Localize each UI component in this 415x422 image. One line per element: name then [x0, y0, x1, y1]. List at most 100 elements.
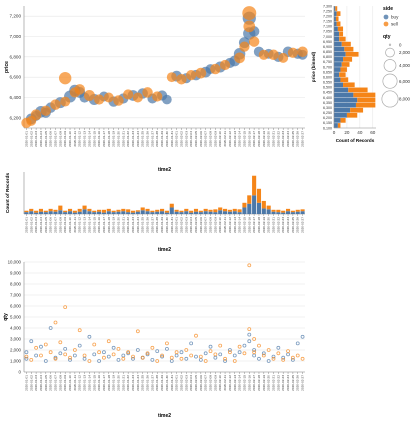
qty-x-tick-label: 2020-01-07	[53, 375, 57, 391]
qty-point-sell	[77, 328, 82, 333]
count-x-tick-label: 2020-02-16	[247, 217, 251, 233]
price-x-tick-label: 2020-01-01	[24, 131, 28, 147]
count-bar-buy	[285, 211, 291, 214]
legend-side-title: side	[383, 6, 393, 12]
qty-x-tick-label: 2020-01-12	[78, 375, 82, 391]
count-bar-buy	[121, 211, 126, 214]
hist-bar-buy	[334, 21, 337, 27]
qty-point-sell	[63, 352, 68, 357]
price-x-tick-label: 2020-01-17	[102, 131, 106, 147]
count-bar-buy	[43, 212, 48, 214]
hist-x-axis-title: Count of Records	[336, 138, 375, 143]
qty-point-buy	[252, 348, 257, 352]
count-bar-sell	[87, 208, 92, 212]
price-point-sell	[74, 84, 85, 95]
price-x-tick-label: 2020-01-19	[112, 131, 116, 147]
qty-x-tick-label: 2020-01-21	[121, 375, 125, 391]
qty-x-tick-label: 2020-02-05	[194, 375, 198, 391]
count-x-tick-label: 2020-01-19	[112, 217, 116, 233]
count-bar-sell	[82, 205, 87, 210]
qty-point-buy	[58, 351, 63, 356]
count-x-tick-label: 2020-01-05	[44, 217, 48, 233]
price-x-tick-label: 2020-01-07	[53, 131, 57, 147]
count-x-tick-label: 2020-01-28	[155, 217, 159, 233]
count-bar-sell	[121, 208, 126, 212]
qty-x-tick-label: 2020-02-20	[267, 375, 271, 391]
hist-bar-sell	[340, 67, 347, 72]
price-point-sell	[58, 71, 72, 85]
qty-point-sell	[160, 353, 164, 358]
qty-point-sell	[174, 350, 179, 355]
hist-bar-sell	[335, 6, 338, 11]
price-point-sell	[248, 36, 260, 47]
count-bar-buy	[300, 211, 305, 214]
price-y-tick-label: 6,800	[10, 54, 22, 59]
hist-bar-buy	[334, 72, 340, 77]
hist-bar-buy	[334, 31, 340, 37]
qty-point-sell	[126, 350, 131, 355]
qty-point-buy	[266, 359, 271, 363]
qty-point-buy	[131, 356, 135, 361]
hist-bar-buy	[334, 62, 342, 67]
count-bar-buy	[87, 211, 92, 214]
qty-point-sell	[252, 350, 257, 355]
qty-point-sell	[63, 305, 68, 310]
qty-x-tick-label: 2020-01-19	[112, 375, 116, 391]
qty-point-buy	[97, 359, 101, 363]
qty-point-buy	[72, 353, 77, 358]
qty-x-tick-label: 2020-02-01	[175, 375, 179, 391]
price-point-sell	[83, 89, 95, 101]
hist-y-tick-label: 6,100	[323, 126, 332, 130]
count-bar-sell	[193, 208, 199, 212]
hist-bar-buy	[334, 41, 342, 47]
legend-side-label: buy	[391, 15, 399, 20]
hist-y-tick-label: 6,250	[323, 111, 332, 115]
count-x-tick-label: 2020-01-01	[24, 217, 28, 233]
qty-x-tick-label: 2020-01-27	[150, 375, 154, 391]
count-x-tick-label: 2020-01-09	[63, 217, 67, 233]
count-x-tick-label: 2020-01-24	[136, 217, 140, 233]
hist-bar-buy	[334, 6, 336, 11]
count-x-tick-label: 2020-01-23	[131, 217, 135, 233]
hist-bar-buy	[334, 102, 356, 108]
hist-y-tick-label: 6,750	[323, 60, 332, 64]
count-bar-sell	[189, 210, 194, 213]
count-bar-buy	[106, 211, 111, 214]
price-x-tick-label: 2020-01-03	[34, 131, 38, 147]
qty-x-tick-label: 2020-02-09	[213, 375, 217, 391]
price-point-sell	[176, 73, 187, 85]
qty-x-tick-label: 2020-01-24	[136, 375, 140, 391]
price-x-tick-label: 2020-01-27	[150, 131, 154, 147]
qty-point-sell	[169, 355, 174, 360]
count-bar-sell	[53, 209, 58, 212]
count-bar-buy	[24, 212, 29, 214]
hist-y-tick-label: 6,300	[323, 106, 332, 110]
qty-x-tick-label: 2020-02-19	[262, 375, 266, 391]
qty-point-buy	[39, 344, 43, 349]
count-x-tick-label: 2020-02-22	[276, 217, 280, 233]
price-x-tick-label: 2020-01-13	[83, 131, 87, 147]
count-x-tick-label: 2020-01-18	[107, 217, 111, 233]
count-bar-sell	[97, 209, 102, 212]
count-bar-buy	[256, 202, 262, 214]
qty-x-tick-label: 2020-01-17	[102, 375, 106, 391]
count-x-tick-label: 2020-02-02	[179, 217, 183, 233]
price-x-tick-label: 2020-02-12	[228, 131, 232, 147]
count-bar-sell	[281, 210, 286, 213]
legend-qty-swatch	[385, 47, 395, 58]
count-x-tick-label: 2020-01-29	[160, 217, 164, 233]
hist-bar-sell	[344, 46, 354, 52]
qty-point-sell	[281, 357, 286, 362]
count-x-tick-label: 2020-02-23	[281, 217, 285, 233]
count-bar-buy	[101, 212, 106, 214]
count-bar-buy	[126, 212, 131, 214]
count-x-tick-label: 2020-01-26	[146, 217, 150, 233]
qty-point-buy	[24, 356, 29, 361]
count-bar-sell	[135, 210, 140, 212]
count-bar-buy	[38, 211, 44, 214]
qty-point-sell	[247, 263, 252, 268]
qty-y-tick-label: 6,000	[10, 304, 22, 309]
count-bar-buy	[29, 211, 34, 214]
price-x-tick-label: 2020-02-18	[257, 131, 261, 147]
count-x-tick-label: 2020-02-21	[272, 217, 276, 233]
